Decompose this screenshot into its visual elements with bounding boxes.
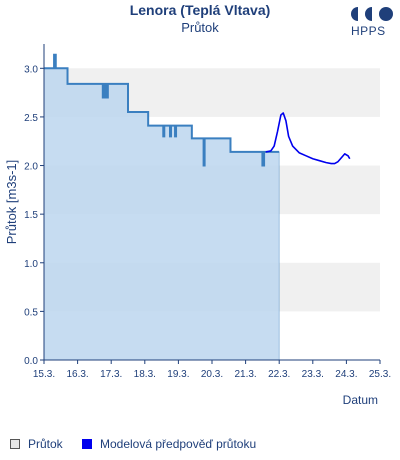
x-tick-label: 20.3.: [201, 369, 223, 380]
y-tick-label: 1.5: [24, 210, 38, 221]
x-tick-label: 21.3.: [234, 369, 256, 380]
x-tick-label: 18.3.: [134, 369, 156, 380]
observed-area: [44, 54, 280, 361]
series-lines: [44, 53, 351, 167]
y-tick-labels: 0.0 0.5 1.0 1.5 2.0 2.5 3.0: [24, 64, 44, 367]
legend-swatch-observed: [10, 439, 20, 449]
chart-title: Lenora (Teplá Vltava): [129, 2, 271, 18]
observed-area-layer: [44, 54, 280, 361]
chart-subtitle: Průtok: [181, 20, 219, 35]
x-tick-label: 22.3.: [268, 369, 290, 380]
y-tick-label: 3.0: [24, 64, 38, 75]
x-tick-label: 15.3.: [33, 369, 55, 380]
legend-label-forecast: Modelová předpověď průtoku: [100, 437, 257, 451]
legend-swatch-forecast: [82, 439, 92, 449]
y-tick-label: 2.0: [24, 162, 38, 173]
x-tick-label: 23.3.: [302, 369, 324, 380]
y-tick-label: 1.0: [24, 259, 38, 270]
x-axis-label: Datum: [343, 393, 378, 407]
y-tick-label: 0.0: [24, 356, 38, 367]
x-tick-label: 17.3.: [100, 369, 122, 380]
hpps-logo-icon: [351, 7, 393, 21]
flow-chart: 0.0 0.5 1.0 1.5 2.0 2.5 3.0 15.3. 16.3. 17.3. 18.…: [4, 44, 391, 407]
x-tick-label: 16.3.: [66, 369, 88, 380]
series-line-forecast: [265, 112, 351, 165]
y-axis-label: Průtok [m3s-1]: [4, 160, 19, 245]
legend-item-observed: Průtok: [10, 437, 63, 451]
y-tick-label: 2.5: [24, 113, 38, 124]
legend-item-forecast: Modelová předpověď průtoku: [82, 437, 256, 451]
series-line-observed: [44, 53, 280, 167]
logo-text: HPPS: [351, 24, 386, 38]
legend-label-observed: Průtok: [28, 437, 63, 451]
y-tick-label: 0.5: [24, 307, 38, 318]
x-tick-label: 24.3.: [335, 369, 357, 380]
x-tick-label: 19.3.: [167, 369, 189, 380]
x-tick-label: 25.3.: [369, 369, 391, 380]
x-tick-labels: 15.3. 16.3. 17.3. 18.3. 19.3. 20.3. 21.3. 22.3.…: [33, 360, 391, 380]
